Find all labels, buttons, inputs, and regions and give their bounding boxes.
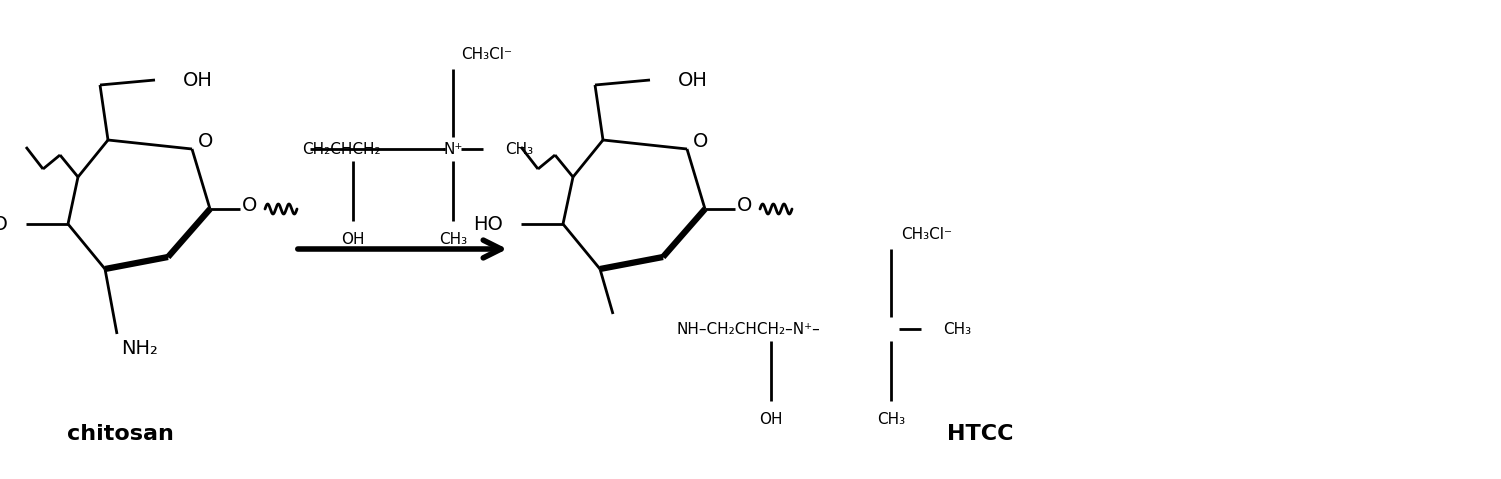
Text: NH₂: NH₂ (122, 340, 159, 358)
Text: CH₃Cl⁻: CH₃Cl⁻ (901, 227, 952, 241)
Text: HTCC: HTCC (947, 424, 1013, 444)
Text: OH: OH (183, 70, 213, 90)
Text: O: O (198, 132, 213, 150)
Text: CH₃Cl⁻: CH₃Cl⁻ (461, 46, 512, 61)
Text: OH: OH (341, 231, 365, 247)
Text: OH: OH (760, 411, 782, 426)
Text: HO: HO (473, 215, 503, 233)
Text: CH₃: CH₃ (877, 411, 905, 426)
Text: chitosan: chitosan (66, 424, 174, 444)
Text: CH₃: CH₃ (943, 321, 971, 337)
Text: O: O (737, 195, 752, 215)
Text: CH₃: CH₃ (438, 231, 467, 247)
Text: CH₃: CH₃ (504, 141, 533, 157)
Text: NH–CH₂CHCH₂–N⁺–: NH–CH₂CHCH₂–N⁺– (675, 321, 820, 337)
Text: HO: HO (0, 215, 8, 233)
Text: CH₂CHCH₂: CH₂CHCH₂ (302, 141, 381, 157)
Text: O: O (242, 195, 258, 215)
Text: O: O (693, 132, 708, 150)
Text: OH: OH (678, 70, 708, 90)
Text: N⁺: N⁺ (443, 141, 462, 157)
